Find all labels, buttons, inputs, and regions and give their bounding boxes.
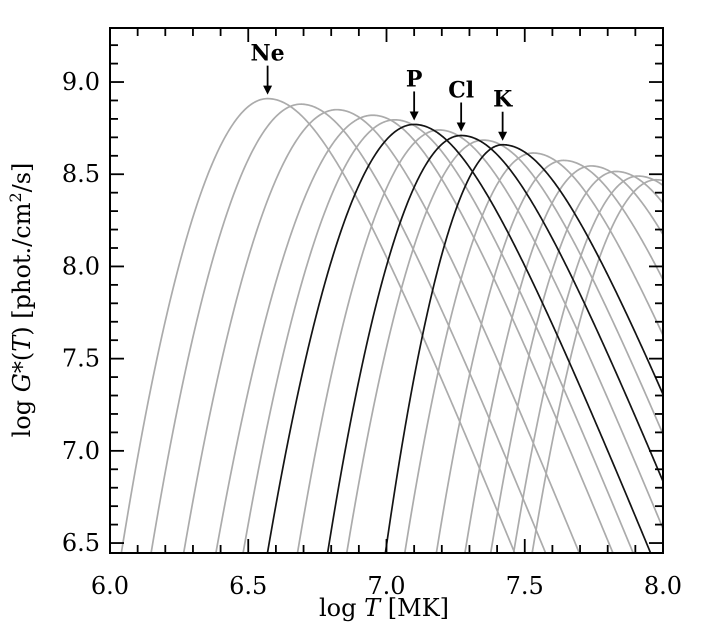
x-tick-label: 7.5 <box>506 572 544 600</box>
curves-group <box>120 97 663 553</box>
x-tick-label: 8.0 <box>644 572 682 600</box>
curve-curve-2 <box>150 103 547 553</box>
curve-K <box>384 143 663 553</box>
curve-Cl <box>326 134 663 553</box>
annotation-arrowhead-icon <box>456 122 466 132</box>
y-tick-label: 9.0 <box>62 68 100 96</box>
curve-curve-4 <box>215 114 614 553</box>
curve-curve-16 <box>531 178 663 553</box>
annotation-Ne: Ne <box>251 41 285 95</box>
y-tick-label: 6.5 <box>62 529 100 557</box>
curve-Ne <box>120 97 516 553</box>
x-axis-title: log T [MK] <box>319 594 449 622</box>
annotation-label-Ne: Ne <box>251 41 285 67</box>
x-tick-label: 6.5 <box>229 572 267 600</box>
annotation-label-Cl: Cl <box>448 78 474 104</box>
curve-curve-12 <box>435 159 663 553</box>
annotation-arrowhead-icon <box>409 111 419 121</box>
annotation-label-P: P <box>406 66 423 92</box>
y-tick-label: 8.0 <box>62 252 100 280</box>
y-tick-label: 7.0 <box>62 437 100 465</box>
curve-curve-3 <box>182 108 581 553</box>
curve-curve-13 <box>464 165 663 553</box>
y-tick-label: 8.5 <box>62 160 100 188</box>
ticks-group <box>109 28 664 553</box>
curve-curve-5 <box>242 118 635 553</box>
annotation-K: K <box>493 87 513 141</box>
curve-P <box>266 123 652 553</box>
annotation-arrowhead-icon <box>263 85 273 95</box>
annotation-P: P <box>406 66 423 121</box>
annotation-Cl: Cl <box>448 78 474 132</box>
y-axis-title: log G*(T) [phot./cm2/s] <box>6 163 36 438</box>
y-tick-label: 7.5 <box>62 345 100 373</box>
annotation-arrowhead-icon <box>498 131 508 141</box>
x-tick-label: 7.0 <box>367 572 405 600</box>
x-tick-label: 6.0 <box>91 572 129 600</box>
curve-curve-11 <box>403 152 663 553</box>
annotation-label-K: K <box>493 87 513 113</box>
curve-curve-15 <box>512 175 663 553</box>
curve-curve-7 <box>296 129 663 553</box>
